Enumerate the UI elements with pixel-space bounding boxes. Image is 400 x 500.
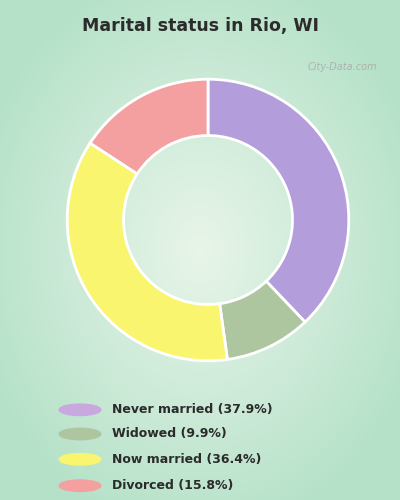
Text: City-Data.com: City-Data.com: [307, 62, 377, 72]
Text: Marital status in Rio, WI: Marital status in Rio, WI: [82, 18, 318, 36]
Wedge shape: [67, 143, 228, 361]
Text: Divorced (15.8%): Divorced (15.8%): [112, 479, 233, 492]
Wedge shape: [208, 79, 349, 322]
Circle shape: [59, 404, 101, 415]
Text: Widowed (9.9%): Widowed (9.9%): [112, 428, 227, 440]
Circle shape: [59, 428, 101, 440]
Text: Never married (37.9%): Never married (37.9%): [112, 404, 273, 416]
Wedge shape: [220, 281, 305, 359]
Circle shape: [59, 480, 101, 492]
Text: Now married (36.4%): Now married (36.4%): [112, 453, 261, 466]
Wedge shape: [90, 79, 208, 174]
Circle shape: [59, 454, 101, 465]
